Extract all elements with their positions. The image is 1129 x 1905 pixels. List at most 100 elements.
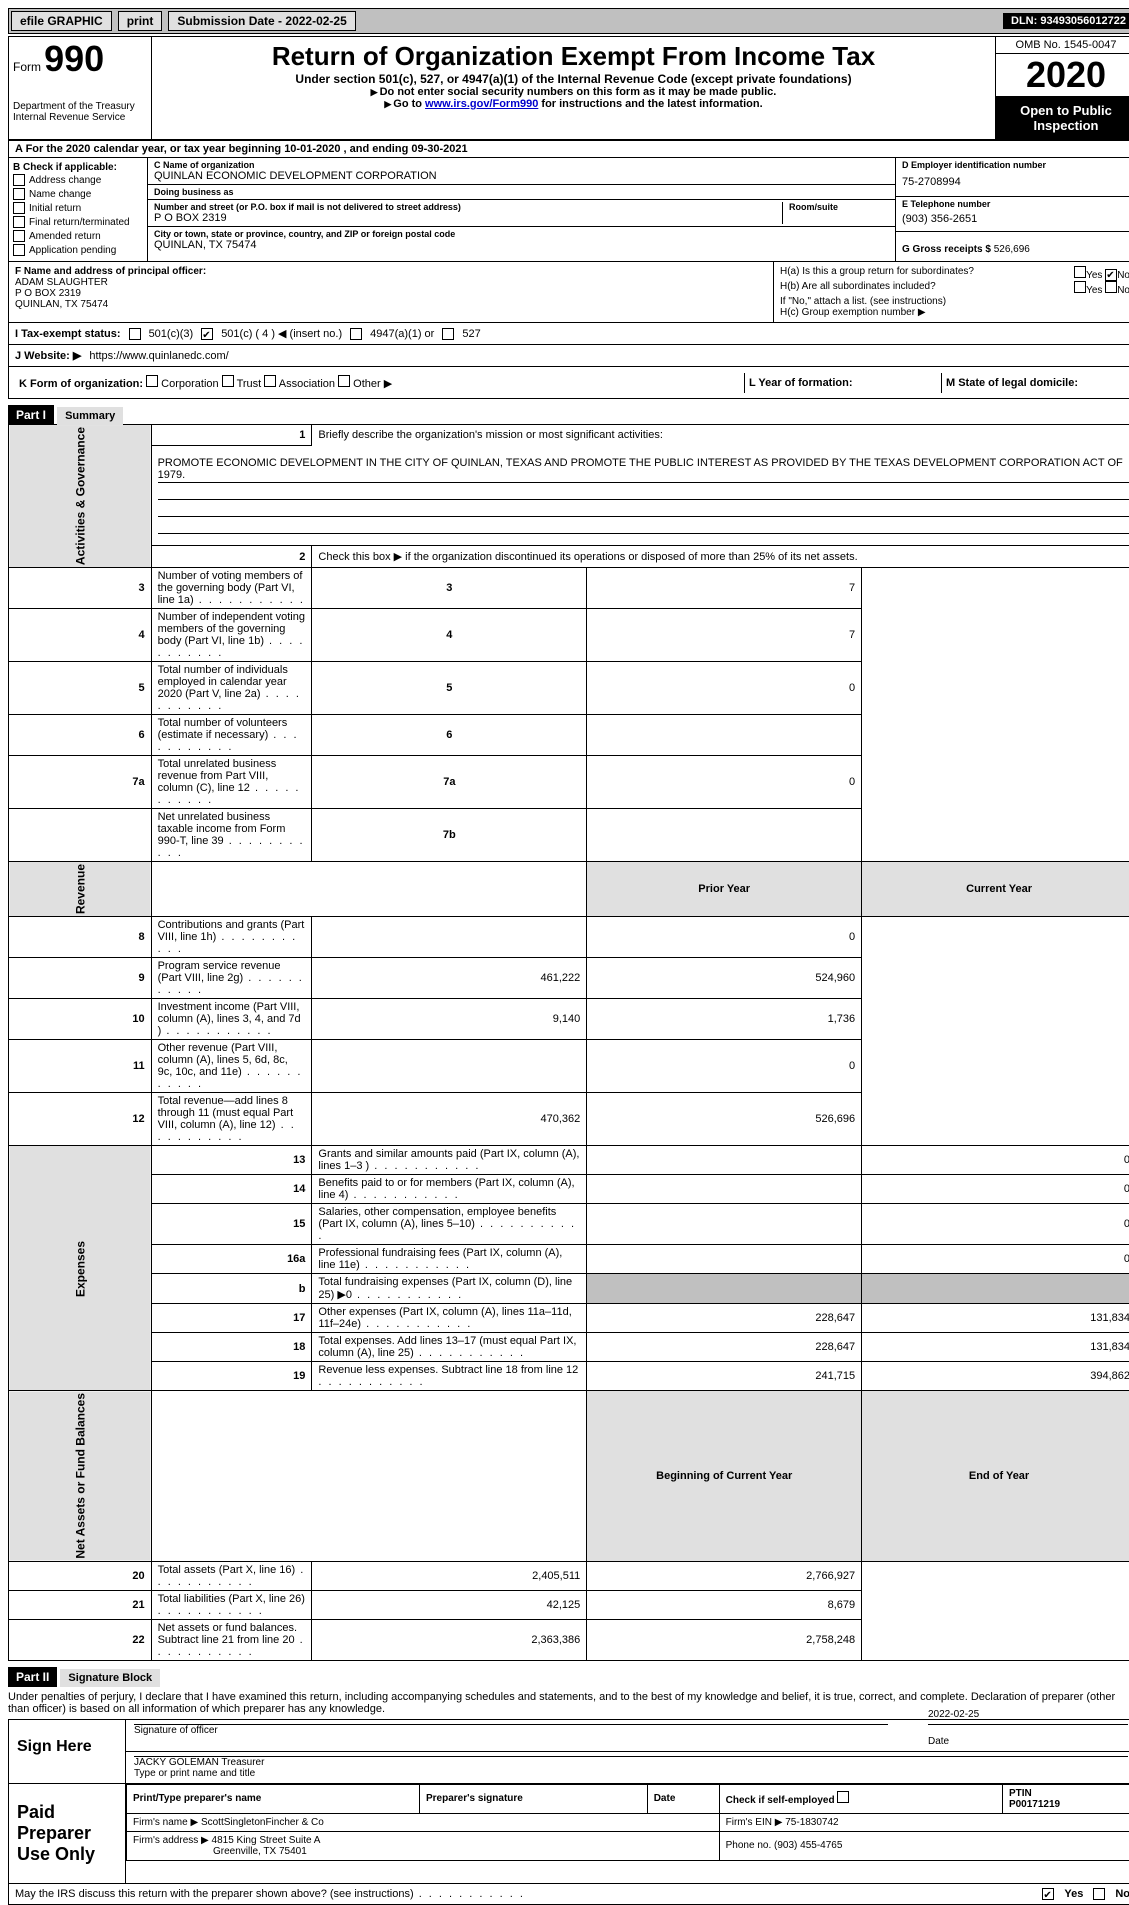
firm-name: ScottSingletonFincher & Co: [201, 1817, 324, 1828]
website-row: J Website: ▶ https://www.quinlanedc.com/: [8, 345, 1129, 367]
line-text: Contributions and grants (Part VIII, lin…: [151, 917, 312, 958]
irs-link[interactable]: www.irs.gov/Form990: [425, 98, 538, 110]
ha-no-cb[interactable]: [1105, 269, 1117, 281]
side-netassets: Net Assets or Fund Balances: [9, 1391, 152, 1562]
cb-527[interactable]: [442, 328, 454, 340]
hint-2: Go to www.irs.gov/Form990 for instructio…: [156, 98, 991, 110]
city-label: City or town, state or province, country…: [154, 229, 889, 239]
prior-value: 461,222: [312, 958, 587, 999]
line-num: 20: [9, 1561, 152, 1590]
col-current-hdr: Current Year: [862, 862, 1129, 917]
mission-text: PROMOTE ECONOMIC DEVELOPMENT IN THE CITY…: [158, 456, 1129, 483]
line-num: 8: [9, 917, 152, 958]
print-button[interactable]: print: [118, 11, 163, 31]
prep-table: Print/Type preparer's name Preparer's si…: [126, 1784, 1129, 1861]
line-num: 9: [9, 958, 152, 999]
gross-label: G Gross receipts $: [902, 244, 994, 255]
hint-2b: for instructions and the latest informat…: [538, 98, 762, 110]
line-2-text: Check this box ▶ if the organization dis…: [312, 546, 1129, 568]
sig-date-value: 2022-02-25: [928, 1709, 1128, 1720]
current-value: 526,696: [587, 1093, 862, 1146]
f-street: P O BOX 2319: [15, 288, 81, 299]
cb-discuss-yes[interactable]: [1042, 1888, 1054, 1900]
hb-yes-cb[interactable]: [1074, 281, 1086, 293]
omb-box: OMB No. 1545-0047 2020 Open to Public In…: [995, 37, 1129, 139]
line-text: Number of voting members of the governin…: [151, 568, 312, 609]
efile-button[interactable]: efile GRAPHIC: [11, 11, 112, 31]
no-label: No: [1117, 285, 1129, 296]
line-value: 0: [587, 662, 862, 715]
current-value: 0: [587, 1040, 862, 1093]
col-end-hdr: End of Year: [862, 1391, 1129, 1562]
pt-check-hdr: Check if self-employed: [719, 1784, 1002, 1813]
submission-date-box: Submission Date - 2022-02-25: [168, 11, 355, 31]
dln-label: DLN:: [1011, 15, 1040, 27]
sign-here-grid: Sign Here Signature of officer 2022-02-2…: [8, 1719, 1129, 1784]
ha-label: H(a) Is this a group return for subordin…: [780, 266, 974, 281]
current-value: 1,736: [587, 999, 862, 1040]
line-text: Grants and similar amounts paid (Part IX…: [312, 1146, 587, 1175]
line-num: 4: [9, 609, 152, 662]
phone-cell: E Telephone number (903) 356-2651: [896, 197, 1129, 232]
line-num: 3: [9, 568, 152, 609]
line-num: b: [151, 1274, 312, 1304]
current-value: 394,862: [862, 1362, 1129, 1391]
line-num: 13: [151, 1146, 312, 1175]
line-text: Benefits paid to or for members (Part IX…: [312, 1175, 587, 1204]
ein-label: D Employer identification number: [902, 160, 1129, 170]
part-2-badge: Part II: [8, 1667, 57, 1687]
hb-no-cb[interactable]: [1105, 281, 1117, 293]
cb-501c3[interactable]: [129, 328, 141, 340]
cb-final-return[interactable]: Final return/terminated: [13, 215, 143, 229]
prior-value: [587, 1175, 862, 1204]
paid-preparer-grid: Paid Preparer Use Only Print/Type prepar…: [8, 1784, 1129, 1884]
cb-label: Amended return: [29, 231, 101, 242]
submission-label: Submission Date -: [177, 14, 285, 28]
cb-discuss-no[interactable]: [1093, 1888, 1105, 1900]
sig-officer-label: Signature of officer: [134, 1725, 218, 1736]
firm-name-cell: Firm's name ▶ ScottSingletonFincher & Co: [127, 1813, 720, 1831]
cb-self-employed[interactable]: [837, 1791, 849, 1803]
klm-row: K Form of organization: Corporation Trus…: [8, 367, 1129, 399]
cb-trust[interactable]: [222, 375, 234, 387]
line-num: 5: [9, 662, 152, 715]
hint-1: Do not enter social security numbers on …: [156, 86, 991, 98]
cb-501c[interactable]: [201, 328, 213, 340]
cb-label: Address change: [29, 175, 101, 186]
cb-amended[interactable]: Amended return: [13, 229, 143, 243]
prior-value: [312, 917, 587, 958]
m-label: M State of legal domicile:: [946, 377, 1078, 389]
summary-table: Activities & Governance 1 Briefly descri…: [8, 424, 1129, 1661]
line-num: 2: [151, 546, 312, 568]
b-heading: B Check if applicable:: [13, 162, 143, 173]
line-num: 17: [151, 1304, 312, 1333]
cb-initial-return[interactable]: Initial return: [13, 201, 143, 215]
cb-assoc[interactable]: [264, 375, 276, 387]
dln-box: DLN: 93493056012722: [1003, 13, 1129, 29]
firm-ein-cell: Firm's EIN ▶ 75-1830742: [719, 1813, 1129, 1831]
cb-name-change[interactable]: Name change: [13, 187, 143, 201]
cb-address-change[interactable]: Address change: [13, 173, 143, 187]
cb-other[interactable]: [338, 375, 350, 387]
line-num: 19: [151, 1362, 312, 1391]
column-d-ein: D Employer identification number 75-2708…: [895, 158, 1129, 261]
form-id-box: Form 990 Department of the Treasury Inte…: [9, 37, 152, 139]
firm-phone-cell: Phone no. (903) 455-4765: [719, 1831, 1129, 1860]
cb-app-pending[interactable]: Application pending: [13, 243, 143, 257]
firm-addr1: 4815 King Street Suite A: [212, 1835, 321, 1846]
current-value: 524,960: [587, 958, 862, 999]
line-text: Total number of volunteers (estimate if …: [151, 715, 312, 756]
side-activities: Activities & Governance: [9, 425, 152, 568]
line-box: 4: [312, 609, 587, 662]
line-value: [587, 715, 862, 756]
line-box: 5: [312, 662, 587, 715]
line-a-period: A For the 2020 calendar year, or tax yea…: [8, 141, 1129, 158]
line-text: Total fundraising expenses (Part IX, col…: [312, 1274, 587, 1304]
cb-4947[interactable]: [350, 328, 362, 340]
ha-yes-cb[interactable]: [1074, 266, 1086, 278]
current-value: 2,758,248: [587, 1619, 862, 1660]
opt-label: Corporation: [161, 378, 218, 390]
opt-501c: 501(c) ( 4 ) ◀ (insert no.): [221, 327, 342, 340]
line-box: 3: [312, 568, 587, 609]
cb-corp[interactable]: [146, 375, 158, 387]
